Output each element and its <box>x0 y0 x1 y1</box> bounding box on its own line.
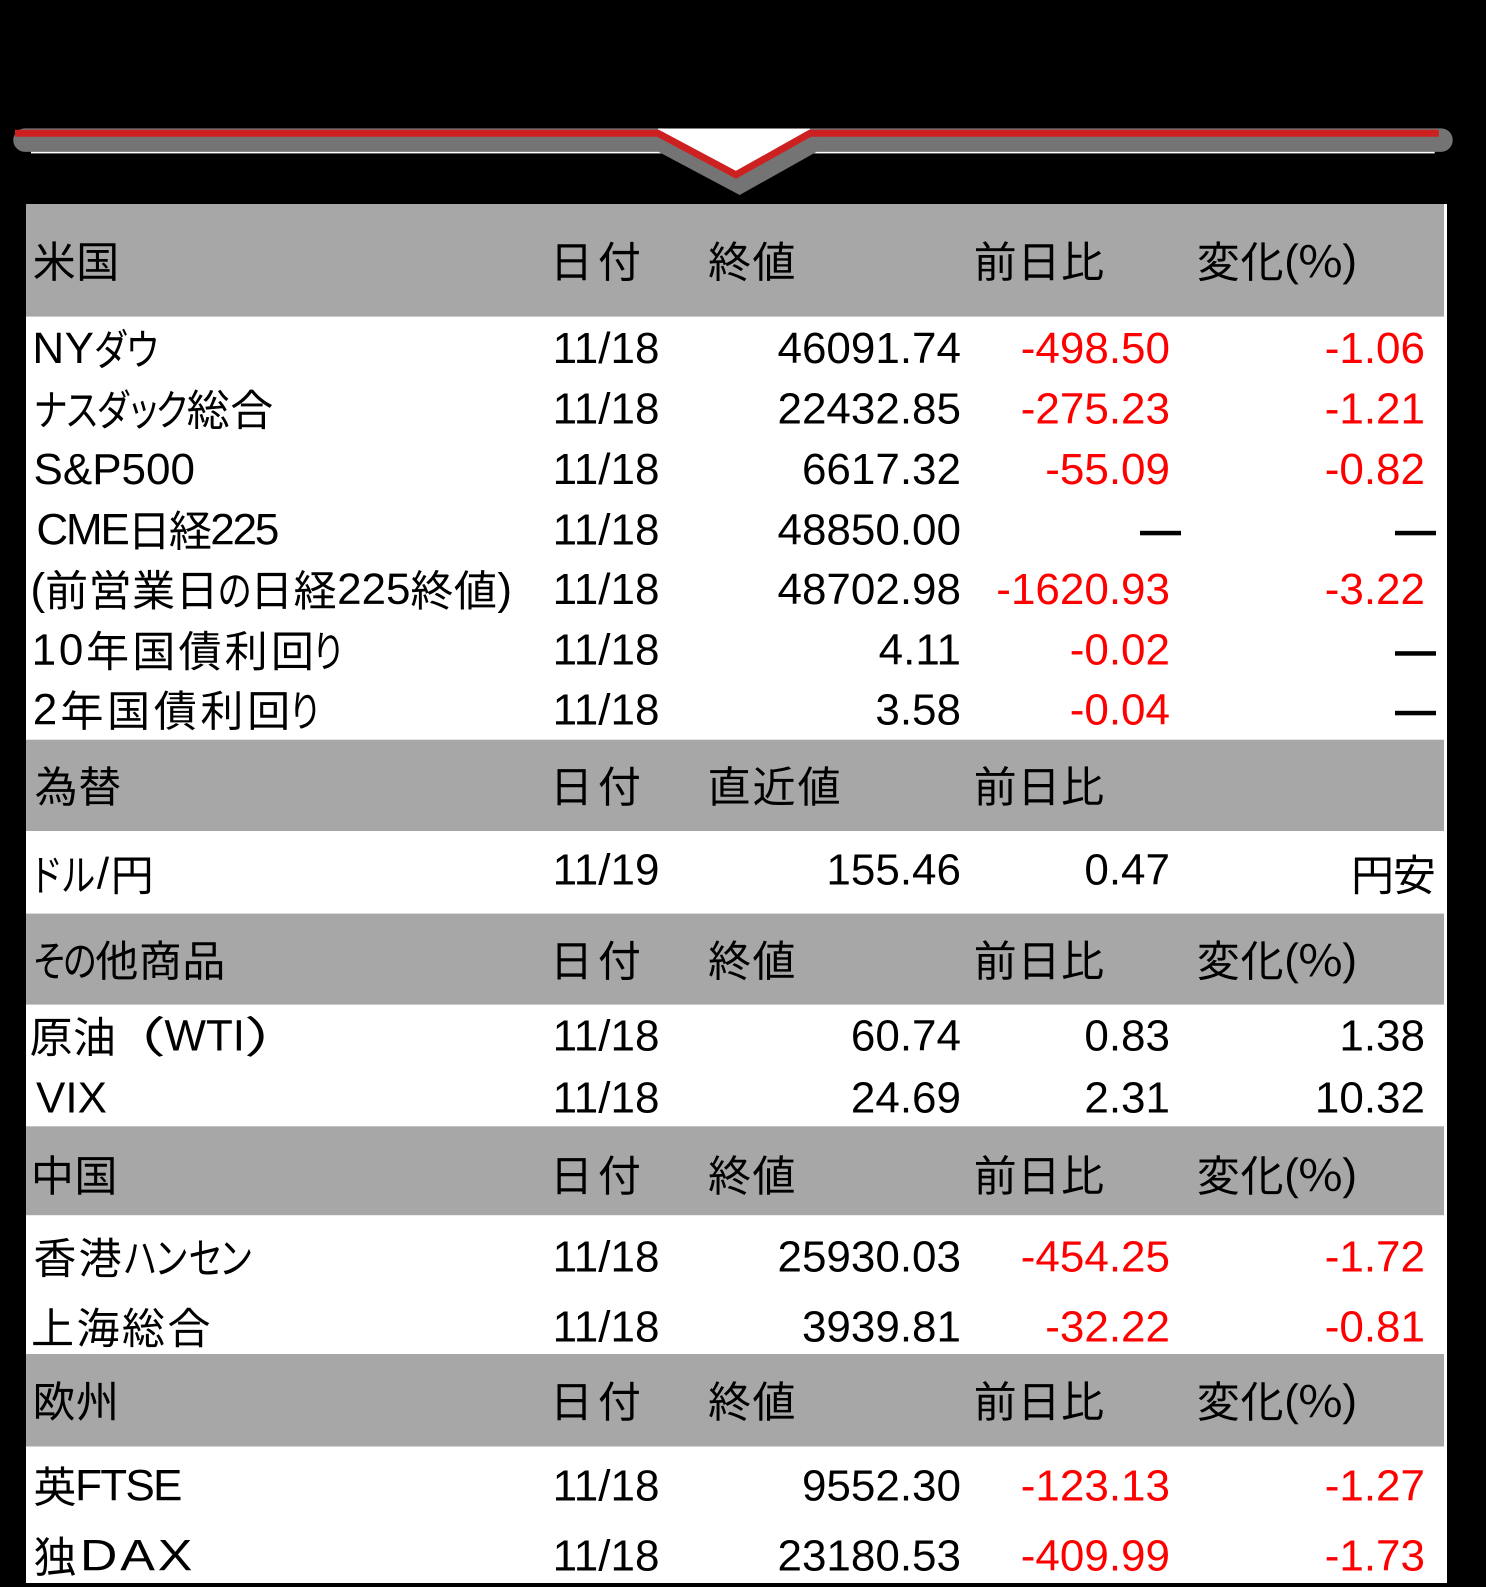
svg-text:11/18: 11/18 <box>553 1073 660 1122</box>
svg-text:-454.25: -454.25 <box>1021 1233 1170 1282</box>
svg-text:1.38: 1.38 <box>1339 1012 1425 1061</box>
svg-text:VIX: VIX <box>36 1073 107 1122</box>
svg-text:24.69: 24.69 <box>851 1073 961 1122</box>
svg-text:155.46: 155.46 <box>826 846 961 895</box>
svg-text:48702.98: 48702.98 <box>777 565 961 614</box>
svg-text:0.83: 0.83 <box>1084 1012 1170 1061</box>
svg-text:11/18: 11/18 <box>553 505 660 554</box>
svg-text:4.11: 4.11 <box>879 626 961 675</box>
svg-text:11/18: 11/18 <box>553 1012 660 1061</box>
svg-text:-275.23: -275.23 <box>1021 384 1170 433</box>
svg-text:-409.99: -409.99 <box>1021 1531 1170 1580</box>
svg-text:-1.06: -1.06 <box>1325 324 1425 373</box>
svg-text:11/18: 11/18 <box>553 1531 660 1580</box>
svg-text:-3.22: -3.22 <box>1325 565 1425 614</box>
svg-text:9552.30: 9552.30 <box>802 1461 961 1510</box>
svg-text:-1.21: -1.21 <box>1325 384 1425 433</box>
svg-text:23180.53: 23180.53 <box>777 1531 961 1580</box>
svg-text:3939.81: 3939.81 <box>802 1303 961 1352</box>
svg-text:11/18: 11/18 <box>553 1461 660 1510</box>
svg-text:-0.82: -0.82 <box>1325 445 1425 494</box>
svg-text:0.47: 0.47 <box>1084 846 1170 895</box>
svg-text:-123.13: -123.13 <box>1021 1461 1170 1510</box>
svg-text:22432.85: 22432.85 <box>777 384 961 433</box>
svg-text:11/18: 11/18 <box>553 1233 660 1282</box>
svg-text:6617.32: 6617.32 <box>802 445 961 494</box>
svg-text:11/18: 11/18 <box>553 626 660 675</box>
svg-text:-1620.93: -1620.93 <box>996 565 1170 614</box>
svg-text:25930.03: 25930.03 <box>777 1233 961 1282</box>
svg-text:60.74: 60.74 <box>851 1012 961 1061</box>
svg-text:11/18: 11/18 <box>553 565 660 614</box>
svg-text:11/18: 11/18 <box>553 445 660 494</box>
svg-text:2.31: 2.31 <box>1084 1073 1170 1122</box>
svg-text:11/18: 11/18 <box>553 685 660 734</box>
svg-text:11/18: 11/18 <box>553 324 660 373</box>
svg-text:11/18: 11/18 <box>553 384 660 433</box>
svg-text:-0.02: -0.02 <box>1070 626 1170 675</box>
svg-text:-498.50: -498.50 <box>1021 324 1170 373</box>
svg-text:-0.04: -0.04 <box>1070 685 1170 734</box>
svg-text:-1.73: -1.73 <box>1325 1531 1425 1580</box>
svg-text:-1.72: -1.72 <box>1325 1233 1425 1282</box>
svg-text:-0.81: -0.81 <box>1325 1303 1425 1352</box>
svg-text:-55.09: -55.09 <box>1045 445 1170 494</box>
svg-text:3.58: 3.58 <box>875 685 961 734</box>
svg-text:-32.22: -32.22 <box>1045 1303 1170 1352</box>
svg-text:48850.00: 48850.00 <box>777 505 961 554</box>
svg-text:-1.27: -1.27 <box>1325 1461 1425 1510</box>
svg-text:11/18: 11/18 <box>553 1303 660 1352</box>
svg-text:11/19: 11/19 <box>553 846 660 895</box>
svg-text:10.32: 10.32 <box>1315 1073 1425 1122</box>
svg-text:S&P500: S&P500 <box>34 445 195 494</box>
svg-text:46091.74: 46091.74 <box>777 324 961 373</box>
